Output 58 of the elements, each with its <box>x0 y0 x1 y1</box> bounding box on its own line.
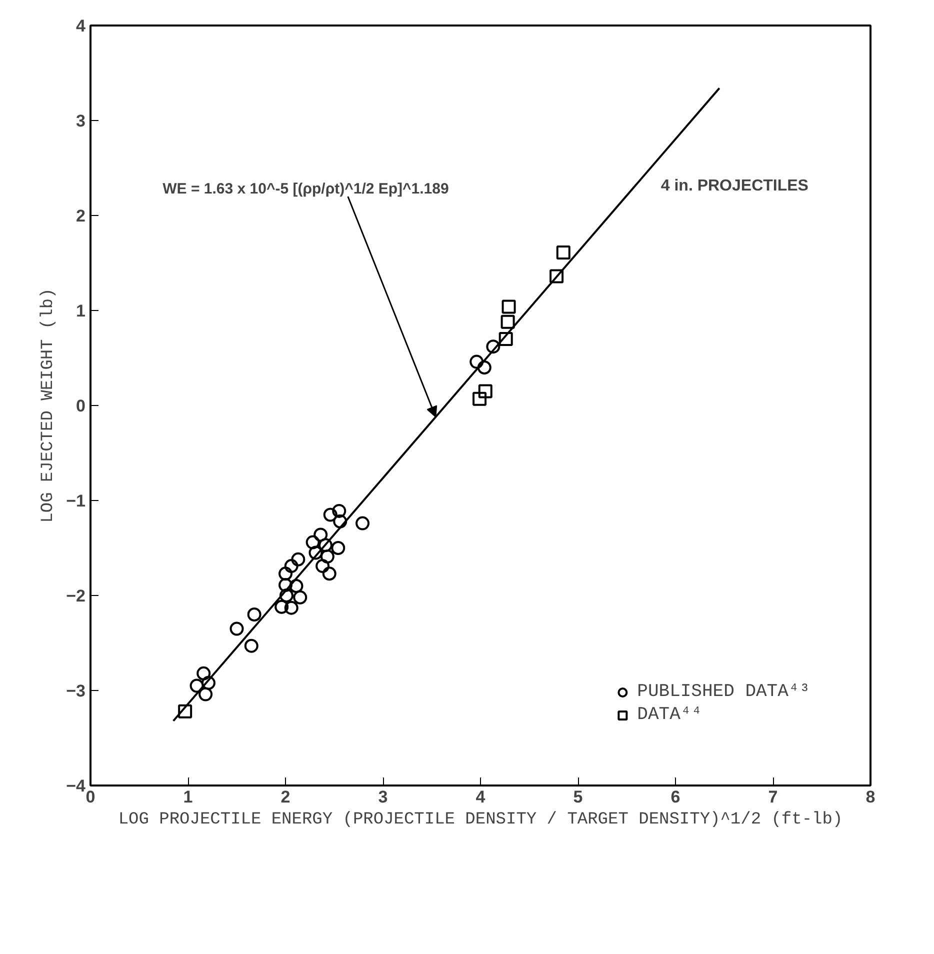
y-tick-label: 4 <box>76 16 86 36</box>
point <box>320 550 334 564</box>
point <box>498 332 513 346</box>
y-tick-label: −4 <box>66 776 86 796</box>
x-tick-label: 7 <box>768 788 778 806</box>
point <box>502 300 516 314</box>
point <box>332 504 346 518</box>
point <box>472 392 487 406</box>
point <box>178 704 192 718</box>
point <box>289 579 304 593</box>
point <box>284 600 298 615</box>
point <box>314 528 328 542</box>
point <box>556 246 570 260</box>
x-tick-label: 4 <box>476 788 486 806</box>
point <box>500 314 515 329</box>
point <box>278 566 292 581</box>
point <box>331 541 346 555</box>
point <box>486 340 500 354</box>
y-tick-label: 3 <box>76 112 86 130</box>
point <box>279 588 294 602</box>
legend-label: PUBLISHED DATA⁴³ <box>637 682 810 702</box>
annotation: WE = 1.63 x 10^-5 [(ρp/ρt)^1/2 Ep]^1.189 <box>162 180 449 198</box>
x-tick-label: 1 <box>183 788 193 806</box>
point <box>323 508 338 522</box>
point <box>247 608 262 622</box>
legend-label: DATA⁴⁴ <box>637 705 702 725</box>
annotation: 4 in. PROJECTILES <box>660 178 809 194</box>
point <box>322 566 336 581</box>
y-tick-label: −2 <box>66 586 86 606</box>
y-tick-label: 2 <box>76 206 86 226</box>
point <box>550 269 564 284</box>
y-tick-label: −3 <box>66 682 86 700</box>
point <box>356 516 370 530</box>
point <box>306 535 320 550</box>
point <box>196 666 211 680</box>
x-tick-label: 8 <box>866 788 876 806</box>
y-axis-title: LOG EJECTED WEIGHT (lb) <box>39 288 58 523</box>
point <box>284 559 298 574</box>
x-tick-label: 6 <box>670 788 680 806</box>
y-tick-label: 1 <box>76 302 86 320</box>
x-tick-label: 5 <box>573 788 583 806</box>
point <box>274 600 289 614</box>
y-tick-label: −1 <box>66 492 86 510</box>
point <box>190 678 204 693</box>
point <box>470 354 484 369</box>
point <box>291 552 306 566</box>
point <box>316 559 330 574</box>
x-tick-label: 3 <box>378 788 388 806</box>
x-tick-label: 2 <box>280 788 290 806</box>
point <box>333 514 348 528</box>
x-axis-title: LOG PROJECTILE ENERGY (PROJECTILE DENSITY / TARGET DENSITY)^1/2 (ft-lb) <box>118 810 843 830</box>
point <box>244 638 258 653</box>
point <box>230 622 244 636</box>
point <box>477 360 492 374</box>
point <box>198 687 213 702</box>
point <box>293 590 308 604</box>
y-tick-label: 0 <box>76 396 86 416</box>
point <box>478 384 492 398</box>
